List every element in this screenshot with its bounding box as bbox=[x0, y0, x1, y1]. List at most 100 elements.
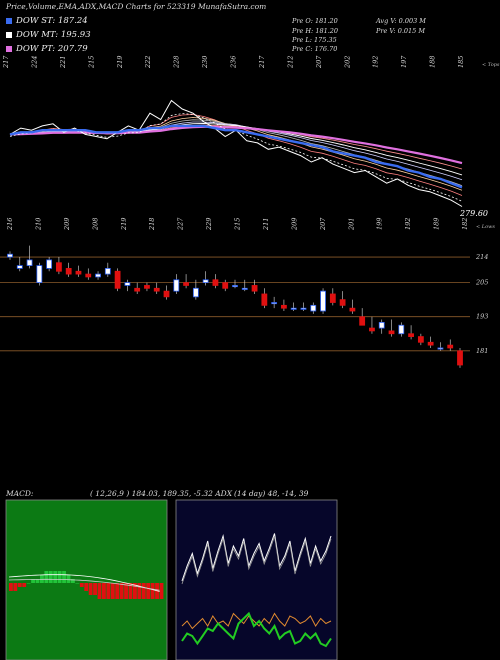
candle-body bbox=[212, 279, 219, 286]
candle-body bbox=[75, 270, 82, 275]
top-label: 188 bbox=[429, 56, 437, 68]
macd-line bbox=[8, 578, 160, 591]
candle-body bbox=[359, 316, 366, 326]
lows-marker: < Lows bbox=[476, 224, 495, 230]
top-label: 207 bbox=[315, 55, 323, 69]
info-pre-close: Pre C: 176.70 bbox=[292, 45, 338, 53]
candle-body bbox=[281, 304, 287, 309]
legend-swatch-pt bbox=[6, 45, 12, 52]
candle-body bbox=[417, 336, 424, 343]
legend-swatch-st bbox=[6, 17, 12, 24]
bottom-label: 209 bbox=[63, 218, 71, 231]
bottom-label: 227 bbox=[177, 217, 185, 231]
top-label: 219 bbox=[116, 56, 124, 69]
candle-body bbox=[192, 287, 199, 298]
last-price-label: 279.60 bbox=[459, 209, 488, 218]
bottom-label: 211 bbox=[262, 218, 270, 231]
candle-body bbox=[320, 290, 326, 312]
top-label: 192 bbox=[372, 56, 380, 68]
top-label: 221 bbox=[59, 56, 67, 69]
candle-body bbox=[144, 285, 150, 289]
macd-hist-bar bbox=[88, 583, 93, 595]
macd-hist-bar bbox=[53, 571, 58, 583]
macd-hist-bar bbox=[115, 583, 120, 599]
adx-frame bbox=[175, 499, 338, 660]
top-label: 197 bbox=[400, 55, 408, 68]
macd-hist-bar bbox=[128, 583, 133, 599]
bottom-label: 201 bbox=[347, 218, 355, 231]
bottom-label: 192 bbox=[404, 218, 412, 230]
legend-swatch-mt bbox=[6, 31, 12, 38]
macd-hist-bar bbox=[35, 579, 40, 583]
candle-body bbox=[173, 279, 180, 292]
candle-body bbox=[457, 350, 463, 366]
top-label: 202 bbox=[343, 56, 351, 69]
macd-hist-bar bbox=[102, 583, 106, 599]
candle-body bbox=[408, 333, 414, 337]
macd-hist-bar bbox=[141, 583, 146, 599]
bottom-label: 218 bbox=[148, 218, 156, 231]
candle-body bbox=[261, 293, 268, 306]
macd-hist-bar bbox=[57, 571, 62, 583]
macd-hist-bar bbox=[31, 579, 35, 583]
top-label: 224 bbox=[30, 56, 38, 69]
candle-body bbox=[222, 282, 229, 289]
bottom-label: 209 bbox=[290, 218, 298, 231]
bottom-label: 219 bbox=[120, 218, 128, 231]
macd-hist-bar bbox=[159, 583, 164, 599]
candle-body bbox=[310, 304, 317, 312]
bottom-label: 182 bbox=[461, 218, 469, 230]
candle-body bbox=[36, 265, 43, 284]
candle-body bbox=[300, 307, 307, 310]
top-label: 217 bbox=[258, 55, 266, 69]
macd-hist-bar bbox=[75, 583, 80, 584]
macd-frame bbox=[5, 499, 168, 660]
macd-hist-bar bbox=[93, 583, 97, 595]
legend-label-mt: DOW MT: 195.93 bbox=[16, 30, 91, 40]
macd-hist-bar bbox=[106, 583, 111, 599]
macd-hist-bar bbox=[133, 583, 137, 599]
macd-hist-bar bbox=[110, 583, 115, 599]
series-ema-short bbox=[9, 124, 463, 189]
macd-hist-bar bbox=[97, 583, 102, 599]
tops-marker: < Tops bbox=[482, 62, 500, 68]
info-avg-volume: Avg V: 0.003 M bbox=[376, 17, 426, 25]
macd-panel: MACD: ( 12,26,9 ) 184.03, 189.35, -5.32 A… bbox=[5, 489, 233, 660]
top-label: 236 bbox=[230, 56, 238, 69]
macd-hist-bar bbox=[66, 575, 71, 583]
adx-series bbox=[181, 533, 332, 582]
candle-body bbox=[290, 307, 297, 310]
bottom-label: 208 bbox=[91, 218, 99, 231]
legend-dow-pt: DOW PT: 207.79 bbox=[6, 44, 88, 54]
bottom-label: 189 bbox=[433, 218, 441, 230]
macd-hist-bar bbox=[119, 583, 124, 599]
adx-params: (14 day) 48, -14, 39 bbox=[234, 489, 309, 498]
bottom-label: 229 bbox=[205, 218, 213, 231]
price-line-label: 193 bbox=[476, 313, 488, 321]
candle-body bbox=[56, 262, 62, 272]
legend-dow-mt: DOW MT: 195.93 bbox=[6, 30, 91, 40]
candle-body bbox=[388, 330, 395, 335]
candle-body bbox=[202, 279, 209, 284]
info-pre-low: Pre L: 175.35 bbox=[292, 36, 337, 44]
candle-body bbox=[369, 327, 375, 332]
macd-hist-bar bbox=[71, 579, 75, 583]
macd-params: ( 12,26,9 ) 184.03, 189.35, -5.32 ADX bbox=[90, 489, 233, 498]
ema-panel: 217 224 221 215 219 222 228 230 236 217 212 207 202 1… bbox=[2, 55, 500, 231]
candle-body bbox=[349, 307, 356, 312]
macd-hist-bar bbox=[22, 583, 27, 587]
legend-label-pt: DOW PT: 207.79 bbox=[16, 44, 88, 54]
candle-body bbox=[46, 259, 53, 269]
macd-hist-bar bbox=[26, 583, 31, 584]
top-label: 217 bbox=[2, 55, 10, 69]
candle-panel: 214 205 193 181 bbox=[0, 245, 488, 368]
adx-panel: (14 day) 48, -14, 39 bbox=[175, 489, 338, 660]
candle-body bbox=[7, 253, 13, 258]
candle-body bbox=[339, 299, 346, 306]
candle-body bbox=[134, 287, 141, 292]
macd-hist-bar bbox=[17, 583, 22, 587]
macd-hist-bar bbox=[44, 571, 49, 583]
price-line-label: 181 bbox=[476, 347, 488, 355]
candle-body bbox=[251, 285, 258, 292]
macd-hist-bar bbox=[124, 583, 128, 599]
